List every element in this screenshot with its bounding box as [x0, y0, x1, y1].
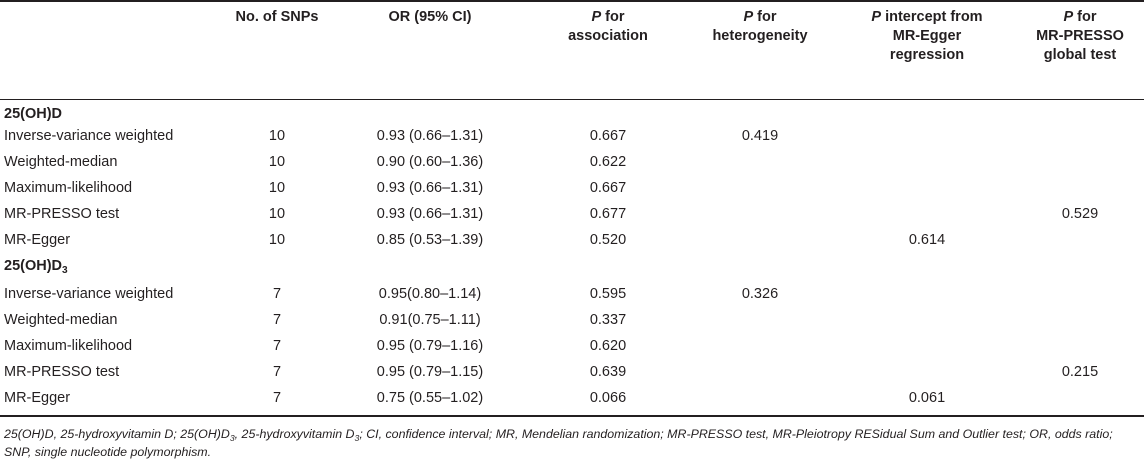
header-no-of-snps-text: No. of SNPs [235, 9, 319, 25]
snps-cell: 10 [268, 128, 286, 144]
or-cell: 0.95 (0.79–1.16) [376, 338, 484, 354]
p-assoc-cell: 0.667 [589, 128, 627, 144]
p-egger-cell: 0.061 [908, 390, 946, 406]
header-p-egger-intercept-p: P [871, 9, 882, 25]
header-p-egger-intercept-line2: MR-Egger [892, 28, 962, 44]
footnote-sub2: 3 [354, 433, 360, 443]
section-title-sub: 3 [62, 265, 68, 276]
section-title: 25(OH)D [4, 105, 62, 123]
p-assoc-cell: 0.620 [589, 338, 627, 354]
header-p-mr-presso-line2: MR-PRESSO [1036, 28, 1124, 44]
snps-cell: 10 [268, 206, 286, 222]
header-or-ci: OR (95% CI) [350, 8, 510, 27]
header-p-egger-intercept-rest: intercept from [885, 9, 983, 25]
method-cell: MR-PRESSO test [4, 364, 120, 380]
snps-cell: 10 [268, 154, 286, 170]
header-p-mr-presso: P for MR-PRESSO global test [1020, 8, 1140, 65]
p-het-cell: 0.419 [741, 128, 779, 144]
method-cell: Inverse-variance weighted [4, 128, 174, 144]
method-cell: Weighted-median [4, 312, 118, 328]
method-cell: MR-Egger [4, 232, 71, 248]
snps-cell: 7 [272, 286, 282, 302]
method-cell: Maximum-likelihood [4, 180, 133, 196]
header-p-association-line2: association [568, 28, 648, 44]
p-assoc-cell: 0.595 [589, 286, 627, 302]
header-p-mr-presso-p: P [1063, 9, 1074, 25]
method-cell: Weighted-median [4, 154, 118, 170]
p-assoc-cell: 0.066 [589, 390, 627, 406]
header-or-ci-text: OR (95% CI) [388, 9, 472, 25]
p-assoc-cell: 0.337 [589, 312, 627, 328]
method-cell: MR-PRESSO test [4, 206, 120, 222]
method-cell: Inverse-variance weighted [4, 286, 174, 302]
header-p-association-rest: for [605, 9, 625, 25]
snps-cell: 7 [272, 338, 282, 354]
footnote-sub1: 3 [229, 433, 235, 443]
footnote-part1: 25(OH)D, 25-hydroxyvitamin D; 25(OH)D [4, 427, 230, 441]
header-no-of-snps: No. of SNPs [222, 8, 332, 27]
header-p-heterogeneity: P for heterogeneity [690, 8, 830, 46]
p-assoc-cell: 0.677 [589, 206, 627, 222]
method-cell: MR-Egger [4, 390, 71, 406]
snps-cell: 7 [272, 364, 282, 380]
header-p-association-p: P [591, 9, 602, 25]
table-header-rule [0, 99, 1144, 100]
table-footnote: 25(OH)D, 25-hydroxyvitamin D; 25(OH)D3, … [4, 425, 1140, 461]
header-p-association: P for association [548, 8, 668, 46]
header-p-egger-intercept-line3: regression [889, 47, 965, 63]
or-cell: 0.91(0.75–1.11) [379, 312, 481, 328]
header-p-heterogeneity-rest: for [757, 9, 777, 25]
or-cell: 0.95(0.80–1.14) [378, 286, 482, 302]
p-presso-cell: 0.215 [1061, 364, 1099, 380]
header-p-heterogeneity-p: P [743, 9, 754, 25]
or-cell: 0.93 (0.66–1.31) [376, 128, 484, 144]
table-top-rule [0, 0, 1144, 2]
or-cell: 0.93 (0.66–1.31) [376, 206, 484, 222]
method-cell: Maximum-likelihood [4, 338, 133, 354]
table-bottom-rule [0, 415, 1144, 417]
snps-cell: 7 [272, 312, 282, 328]
p-assoc-cell: 0.622 [589, 154, 627, 170]
snps-cell: 10 [268, 232, 286, 248]
header-p-mr-presso-rest: for [1077, 9, 1097, 25]
p-assoc-cell: 0.639 [589, 364, 627, 380]
snps-cell: 7 [272, 390, 282, 406]
footnote-part2: , 25-hydroxyvitamin D [234, 427, 355, 441]
p-assoc-cell: 0.520 [589, 232, 627, 248]
snps-cell: 10 [268, 180, 286, 196]
or-cell: 0.95 (0.79–1.15) [376, 364, 484, 380]
header-p-egger-intercept: P intercept from MR-Egger regression [842, 8, 1012, 65]
p-egger-cell: 0.614 [908, 232, 946, 248]
section-title-base: 25(OH)D [4, 106, 63, 122]
or-cell: 0.75 (0.55–1.02) [376, 390, 484, 406]
header-p-heterogeneity-line2: heterogeneity [712, 28, 808, 44]
p-presso-cell: 0.529 [1061, 206, 1099, 222]
section-title: 25(OH)D3 [4, 257, 68, 276]
footnote-part3: ; CI, confidence interval; MR, Mendelian… [4, 427, 1113, 459]
or-cell: 0.93 (0.66–1.31) [376, 180, 484, 196]
p-assoc-cell: 0.667 [589, 180, 627, 196]
or-cell: 0.85 (0.53–1.39) [376, 232, 484, 248]
or-cell: 0.90 (0.60–1.36) [376, 154, 484, 170]
section-title-base: 25(OH)D [4, 258, 63, 274]
p-het-cell: 0.326 [741, 286, 779, 302]
header-p-mr-presso-line3: global test [1043, 47, 1117, 63]
